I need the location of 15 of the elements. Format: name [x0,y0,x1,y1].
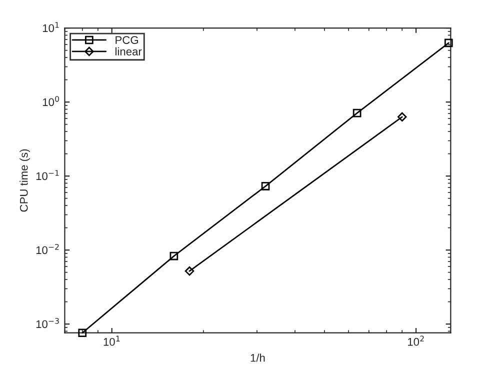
legend-label: PCG [116,36,138,44]
y-tick-label: 10$^{−1}$ [36,170,59,180]
point [78,328,87,338]
x-tick-label: 10$^{2}$ [408,336,424,346]
point [261,182,270,190]
y-tick-label: 10$^{0}$ [42,96,59,106]
legend-label: linear [115,47,142,56]
y-tick-label: 10$^{−3}$ [36,318,59,328]
point [444,38,453,48]
point [170,252,178,260]
x-axis-title: 1/h [250,354,265,362]
y-axis-title: CPU time (s) [20,149,30,212]
point [352,108,362,118]
y-tick-label: 10$^{−2}$ [36,244,59,254]
y-tick-label: 10$^{1}$ [42,22,59,32]
